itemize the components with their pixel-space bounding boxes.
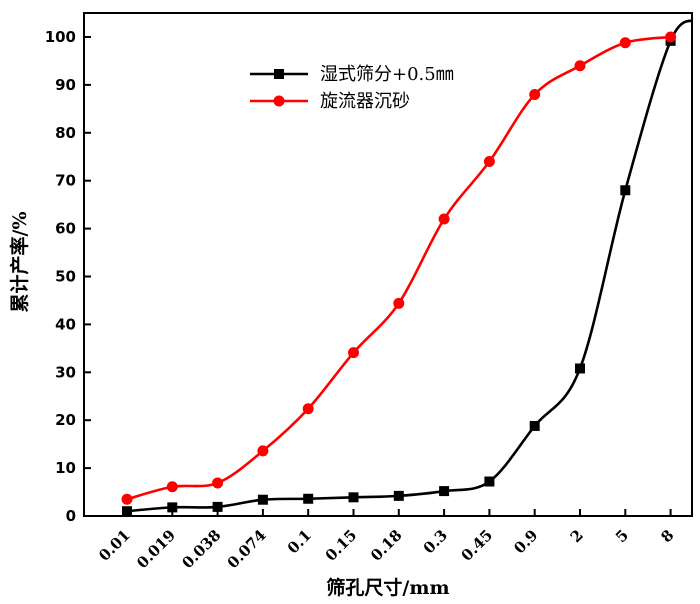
data-point-circle <box>121 493 133 505</box>
data-point-square <box>393 490 404 501</box>
data-point-circle <box>619 37 631 49</box>
series-layer <box>121 19 692 517</box>
data-point-circle <box>348 347 359 359</box>
y-tick-label: 90 <box>55 76 76 94</box>
x-axis-title: 筛孔尺寸/mm <box>326 576 449 599</box>
plot-area <box>83 12 693 517</box>
y-tick-label: 60 <box>55 220 76 238</box>
x-tick-label: 8 <box>657 526 677 546</box>
x-tick-label: 0.15 <box>322 526 361 565</box>
data-point-circle <box>166 481 178 493</box>
data-point-circle <box>574 60 586 72</box>
x-tick-label: 0.3 <box>420 526 451 557</box>
x-tick-label: 0.9 <box>510 526 541 557</box>
data-point-circle <box>529 88 541 100</box>
data-point-square <box>167 502 178 513</box>
y-tick-label: 0 <box>66 507 76 525</box>
x-tick-label: 0.18 <box>367 526 406 565</box>
data-point-square <box>484 476 495 487</box>
data-point-circle <box>483 156 495 168</box>
legend-marker-circle <box>273 95 285 107</box>
data-point-square <box>439 486 450 497</box>
y-axis-title: 累计产率/% <box>8 212 31 313</box>
data-point-circle <box>212 477 224 489</box>
data-point-square <box>348 492 359 503</box>
y-tick-label: 30 <box>55 363 76 381</box>
y-tick-label: 70 <box>55 172 76 190</box>
y-tick-label: 80 <box>55 124 76 142</box>
x-tick-label: 0.074 <box>224 526 270 572</box>
legend-label: 湿式筛分+0.5㎜ <box>320 64 454 85</box>
data-point-circle <box>257 445 269 457</box>
legend-label: 旋流器沉砂 <box>320 91 410 112</box>
y-tick-label: 50 <box>55 268 76 286</box>
data-point-circle <box>438 213 450 225</box>
data-point-square <box>529 420 540 431</box>
x-tick-label: 0.038 <box>178 526 224 572</box>
data-point-square <box>303 493 314 504</box>
data-point-square <box>212 501 223 512</box>
y-tick-label: 40 <box>55 315 76 333</box>
y-tick-label: 20 <box>55 411 76 429</box>
x-tick-label: 0.019 <box>133 526 179 572</box>
x-tick-label: 0.45 <box>458 526 497 565</box>
plot-frame <box>83 12 693 517</box>
data-point-square <box>620 185 631 196</box>
y-tick-label: 100 <box>45 28 76 46</box>
data-point-circle <box>665 31 677 43</box>
x-tick-label: 0.01 <box>95 526 134 565</box>
x-tick-label: 0.1 <box>284 526 315 557</box>
y-tick-label: 10 <box>55 459 76 477</box>
legend-marker-square <box>274 69 284 79</box>
x-tick-label: 2 <box>567 526 587 546</box>
data-point-square <box>575 363 585 374</box>
series-wet-sieving-line <box>126 19 692 513</box>
data-point-square <box>257 494 268 505</box>
data-point-circle <box>302 403 314 415</box>
x-tick-label: 5 <box>612 526 632 546</box>
data-point-circle <box>393 297 405 309</box>
